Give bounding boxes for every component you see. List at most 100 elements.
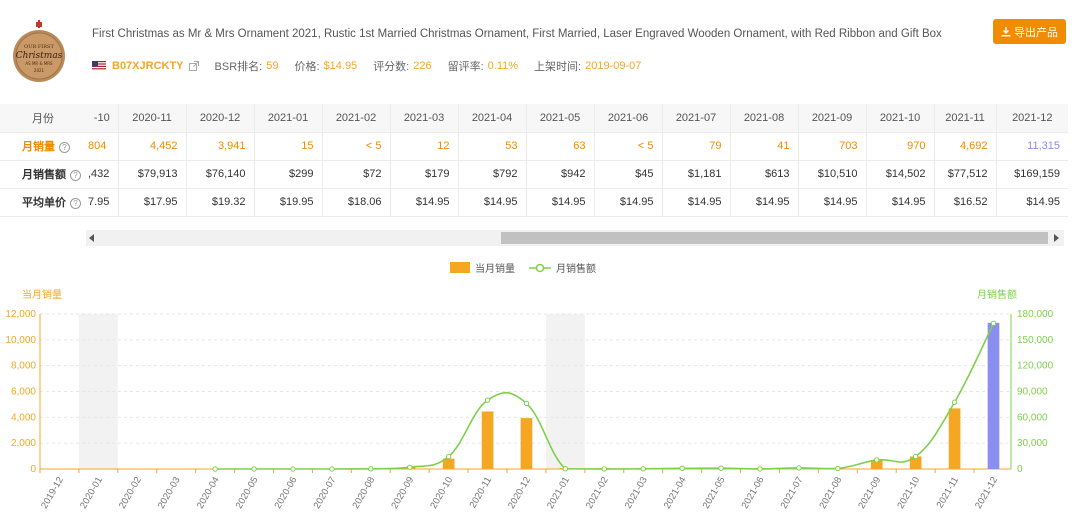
table-cell: $77,512	[933, 160, 996, 189]
right-tick-label: 0	[1017, 464, 1023, 475]
revenue-point	[562, 466, 569, 472]
left-tick-label: 12,000	[5, 309, 36, 320]
wooden-ornament-thumbnail[interactable]: OUR FIRST Christmas AS MR & MRS 2021	[10, 20, 68, 84]
bsr-label: BSR排名:	[214, 61, 263, 73]
month-header-cell: 2020-11	[117, 104, 186, 133]
price-value: $14.95	[323, 60, 358, 72]
revenue-point	[484, 397, 491, 403]
month-header-cell: 2021-09	[797, 104, 866, 133]
left-tick-label: 6,000	[11, 387, 36, 398]
right-tick-label: 30,000	[1017, 438, 1048, 449]
table-cell: 79	[661, 132, 730, 161]
table-cell: 63	[525, 132, 594, 161]
legend-monthly-units[interactable]: 当月销量	[475, 264, 515, 275]
price-label: 价格:	[294, 61, 320, 73]
help-icon[interactable]: ?	[59, 141, 70, 153]
launch-date-value: 2019-09-07	[585, 60, 642, 72]
x-tick-label: 2021-10	[895, 475, 922, 511]
bsr-stat: BSR排名: 59	[215, 58, 279, 74]
table-cell: 970	[865, 132, 934, 161]
table-cell: $45	[593, 160, 662, 189]
x-tick-label: 2020-03	[156, 475, 183, 511]
month-header-cell: 2021-10	[865, 104, 934, 133]
left-tick-label: 10,000	[5, 335, 36, 346]
chart-legend[interactable]: 当月销量 月销售额	[450, 260, 596, 275]
revenue-point	[757, 466, 763, 472]
help-icon[interactable]: ?	[70, 197, 81, 209]
table-cell: $79,913	[117, 160, 186, 189]
scroll-left-arrow-icon[interactable]	[89, 234, 94, 242]
right-tick-label: 150,000	[1017, 335, 1054, 346]
table-cell: $1,181	[661, 160, 730, 189]
table-cell: $14.95	[995, 188, 1068, 217]
row-label-text: 月销售额	[22, 169, 66, 181]
launch-date-stat: 上架时间: 2019-09-07	[534, 58, 641, 74]
table-cell: $14.95	[729, 188, 798, 217]
row-label-text: 平均单价	[22, 197, 66, 209]
x-tick-label: 2020-06	[273, 475, 300, 511]
table-cell: $17.95	[117, 188, 186, 217]
table-cell: $613	[729, 160, 798, 189]
svg-text:OUR FIRST: OUR FIRST	[24, 44, 54, 50]
right-tick-label: 180,000	[1017, 309, 1054, 320]
reviews-value: 226	[413, 60, 432, 72]
revenue-point	[407, 464, 413, 470]
month-header-cell: 2020-12	[185, 104, 254, 133]
month-header-cell: 2021-05	[525, 104, 594, 133]
table-cell: 12	[389, 132, 458, 161]
month-header-cell: 2021-03	[389, 104, 458, 133]
revenue-point	[290, 466, 296, 472]
table-cell: 7.95	[86, 188, 118, 217]
month-column-header: 月份	[0, 104, 86, 133]
table-header-row: 月份 -10 2020-11 2020-12 2021-01 2021-02 2021-03…	[0, 104, 1068, 133]
revenue-point	[601, 466, 608, 472]
left-tick-label: 0	[30, 464, 36, 475]
table-cell: 3,941	[185, 132, 254, 161]
revenue-point	[835, 465, 841, 472]
table-cell: $14,502	[865, 160, 934, 189]
x-tick-label: 2021-04	[662, 475, 689, 511]
export-product-button[interactable]: 导出产品	[993, 19, 1066, 44]
left-tick-label: 2,000	[11, 438, 36, 449]
legend-monthly-revenue[interactable]: 月销售额	[556, 264, 596, 275]
launch-date-label: 上架时间:	[534, 61, 582, 73]
chart-canvas: 当月销量 月销售额 0 2,000 4,000 6,000 8,000 10,000 12,00…	[5, 288, 1054, 511]
revenue-point	[523, 400, 530, 407]
x-tick-label: 2021-11	[935, 475, 962, 510]
month-header-cell: 2021-01	[253, 104, 322, 133]
table-cell: $14.95	[797, 188, 866, 217]
revenue-point	[912, 453, 919, 460]
x-tick-label: 2020-10	[428, 475, 455, 511]
scroll-right-arrow-icon[interactable]	[1054, 234, 1059, 242]
revenue-point	[212, 466, 218, 472]
x-tick-label: 2021-01	[545, 475, 572, 511]
us-flag-icon	[92, 61, 106, 71]
bar-monthly-units	[948, 408, 961, 469]
help-icon[interactable]: ?	[70, 169, 81, 181]
table-cell: $19.95	[253, 188, 322, 217]
x-tick-label: 2020-09	[389, 475, 416, 511]
right-tick-label: 120,000	[1017, 361, 1054, 372]
x-tick-label: 2021-07	[779, 475, 806, 511]
revenue-point	[951, 399, 958, 405]
review-rate-stat: 留评率: 0.11%	[448, 58, 518, 74]
product-title[interactable]: First Christmas as Mr & Mrs Ornament 202…	[92, 28, 942, 40]
bar-monthly-units	[909, 456, 922, 469]
table-horizontal-scrollbar[interactable]	[86, 230, 1064, 246]
x-tick-label: 2020-08	[350, 475, 377, 511]
x-tick-label: 2021-03	[623, 475, 650, 511]
x-tick-label: 2020-02	[117, 475, 144, 511]
table-cell: $169,159	[995, 160, 1068, 189]
asin-link[interactable]: B07XJRCKTY	[112, 60, 184, 72]
scrollbar-thumb[interactable]	[501, 232, 1048, 244]
revenue-point	[329, 466, 335, 472]
table-cell: 4,692	[933, 132, 996, 161]
bar-monthly-units	[481, 411, 494, 469]
bar-monthly-units	[987, 322, 1000, 469]
external-link-icon[interactable]	[188, 61, 199, 71]
revenue-line	[215, 322, 995, 470]
month-header-cell: 2021-07	[661, 104, 730, 133]
table-cell: < 5	[593, 132, 662, 161]
x-tick-label: 2021-12	[973, 475, 1000, 511]
table-cell: $14.95	[865, 188, 934, 217]
